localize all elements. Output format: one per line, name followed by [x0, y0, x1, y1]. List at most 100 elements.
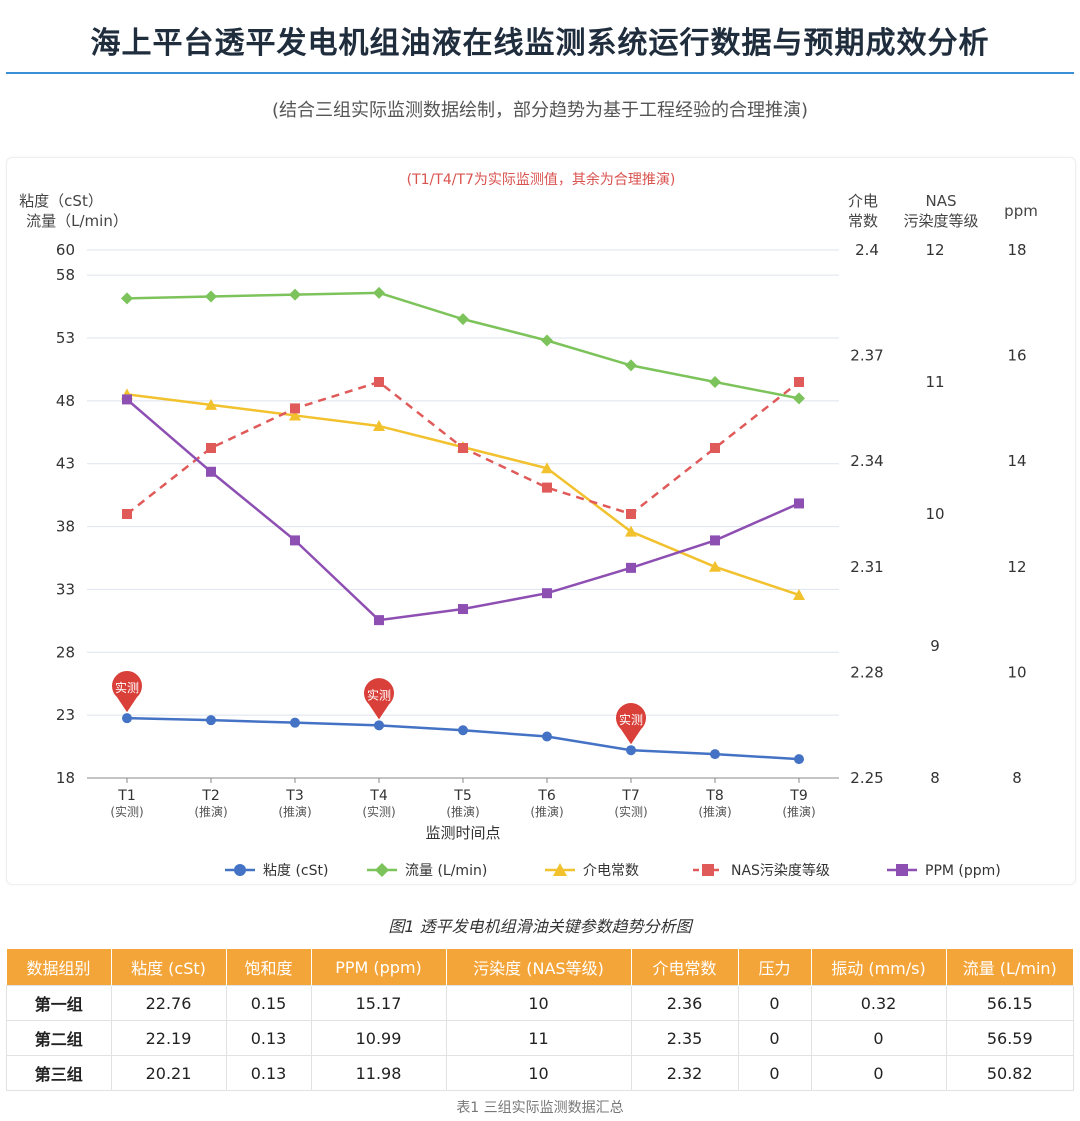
left-tick-label: 48 — [56, 392, 75, 410]
table-header-cell: 粘度 (cSt) — [111, 949, 227, 986]
table-cell: 0.13 — [225, 1055, 312, 1091]
table-cell: 第三组 — [6, 1055, 112, 1091]
nas-tick-label: 9 — [930, 637, 940, 655]
left-tick-label: 60 — [56, 241, 75, 259]
nas-axis-label: 污染度等级 — [903, 212, 978, 230]
data-point — [373, 420, 385, 431]
data-point — [458, 725, 468, 736]
data-point — [374, 377, 384, 387]
page-title: 海上平台透平发电机组油液在线监测系统运行数据与预期成效分析 — [90, 26, 990, 61]
ppm-tick-label: 8 — [1012, 769, 1022, 787]
legend-label: 流量 (L/min) — [405, 863, 487, 879]
dielectric-tick-label: 2.34 — [850, 452, 883, 470]
measured-pin-icon — [616, 703, 646, 745]
x-tick-sublabel: (推演) — [698, 804, 731, 819]
left-tick-label: 23 — [56, 706, 75, 724]
data-point — [290, 403, 300, 414]
data-point — [710, 443, 720, 453]
table-row: 第三组 20.21 0.13 11.98 10 2.32 0 0 50.82 — [6, 1055, 1074, 1091]
chart-card: (T1/T4/T7为实际监测值，其余为合理推演) 粘度（cSt） 流量（L/min）… — [6, 157, 1076, 885]
measured-pin-label: 实测 — [367, 687, 391, 702]
ppm-tick-label: 14 — [1007, 452, 1026, 470]
table-header-cell: 饱和度 — [226, 949, 312, 986]
table-cell: 第二组 — [6, 1020, 112, 1056]
x-tick-label: T6 — [537, 788, 556, 804]
data-point — [205, 398, 217, 410]
table-cell: 50.82 — [945, 1055, 1074, 1091]
legend-marker — [234, 864, 246, 876]
legend-label: NAS污染度等级 — [731, 862, 830, 879]
data-point — [710, 535, 720, 546]
table-header-cell: 介电常数 — [631, 949, 739, 986]
ppm-tick-label: 10 — [1007, 663, 1026, 681]
data-point — [541, 334, 553, 347]
x-tick-label: T7 — [621, 788, 639, 804]
left-tick-label: 33 — [56, 580, 75, 598]
dielectric-tick-label: 2.25 — [850, 769, 883, 787]
table-cell: 第一组 — [6, 985, 112, 1021]
data-point — [374, 720, 384, 731]
table-cell: 0 — [810, 1055, 947, 1091]
left-tick-label: 28 — [56, 643, 75, 661]
data-point — [793, 588, 805, 600]
dielectric-tick-label: 2.37 — [850, 347, 883, 365]
table-cell: 0.13 — [225, 1020, 312, 1056]
legend-marker — [702, 864, 714, 876]
data-point — [710, 749, 720, 760]
table-cell: 0.32 — [810, 985, 947, 1021]
ppm-axis-label: ppm — [1004, 202, 1038, 220]
table-cell: 10.99 — [310, 1020, 447, 1056]
table-row: 第一组 22.76 0.15 15.17 10 2.36 0 0.32 56.1… — [6, 985, 1074, 1021]
data-point — [205, 290, 217, 303]
dielectric-tick-label: 2.31 — [850, 558, 883, 576]
measured-pin-label: 实测 — [619, 712, 643, 727]
series-line — [126, 393, 800, 597]
table-cell: 11.98 — [310, 1055, 447, 1091]
table-header-cell: 振动 (mm/s) — [811, 949, 947, 986]
table-cell: 11 — [445, 1020, 632, 1056]
x-tick-label: T2 — [201, 788, 219, 804]
x-tick-sublabel: (推演) — [530, 804, 563, 819]
data-point — [709, 560, 721, 572]
data-point — [122, 713, 132, 724]
table-cell: 15.17 — [310, 985, 447, 1021]
table-cell: 2.35 — [630, 1020, 739, 1056]
data-point — [206, 715, 216, 726]
table-cell: 0 — [737, 1055, 812, 1091]
table-header-cell: 流量 (L/min) — [946, 949, 1074, 986]
table-cell: 56.15 — [945, 985, 1074, 1021]
x-tick-sublabel: (推演) — [278, 804, 311, 819]
x-tick-sublabel: (推演) — [194, 804, 227, 819]
data-point — [541, 462, 553, 474]
legend-marker — [896, 864, 908, 876]
figure-caption: 图1 透平发电机组滑油关键参数趋势分析图 — [388, 917, 692, 936]
table-cell: 0 — [737, 985, 812, 1021]
measured-pin-icon — [364, 678, 395, 720]
nas-tick-label: 8 — [930, 769, 940, 787]
table-cell: 22.19 — [110, 1020, 227, 1056]
x-tick-label: T1 — [117, 788, 135, 804]
x-tick-label: T8 — [705, 788, 723, 804]
summary-table: 数据组别 粘度 (cSt) 饱和度 PPM (ppm) 污染度 (NAS等级) … — [6, 949, 1074, 1091]
table-cell: 10 — [445, 985, 632, 1021]
table-cell: 22.76 — [110, 985, 227, 1021]
x-tick-sublabel: (实测) — [362, 804, 395, 819]
chart-note: (T1/T4/T7为实际监测值，其余为合理推演) — [407, 171, 676, 188]
x-tick-sublabel: (推演) — [782, 804, 815, 819]
data-point — [626, 562, 636, 573]
measured-pin-icon — [112, 670, 143, 713]
left-axis-label: 流量（L/min） — [26, 212, 128, 230]
left-tick-label: 53 — [56, 329, 75, 347]
table-cell: 0 — [810, 1020, 947, 1056]
legend-marker — [553, 863, 567, 876]
data-point — [625, 525, 637, 537]
left-tick-label: 38 — [56, 518, 75, 536]
left-tick-label: 58 — [56, 266, 75, 284]
nas-tick-label: 11 — [925, 373, 944, 391]
table-cell: 56.59 — [945, 1020, 1074, 1056]
table-header-cell: 数据组别 — [6, 949, 112, 986]
data-point — [625, 359, 637, 372]
series-line — [126, 291, 800, 400]
page-subtitle: (结合三组实际监测数据绘制，部分趋势为基于工程经验的合理推演) — [271, 100, 809, 121]
data-point — [374, 615, 384, 626]
